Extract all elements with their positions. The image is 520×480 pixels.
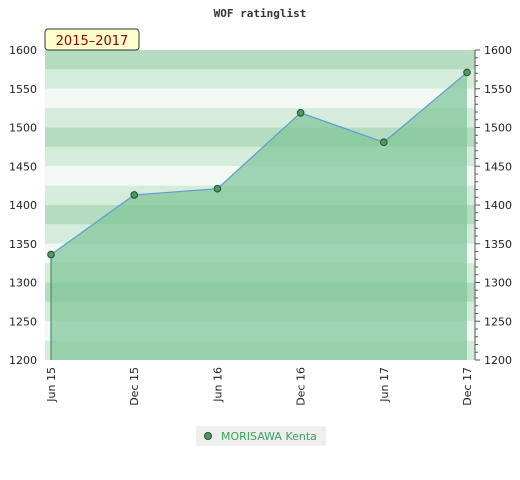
data-point xyxy=(463,68,471,77)
y-tick-label-right: 1550 xyxy=(484,83,512,96)
background-band xyxy=(45,69,475,89)
y-axis-left: 1200 1250 1300 1350 1400 1450 1500 1550 1600 xyxy=(9,44,37,367)
y-tick-label-left: 1450 xyxy=(9,160,37,173)
background-band xyxy=(45,88,475,109)
y-tick-label-left: 1550 xyxy=(9,83,37,96)
legend-label: MORISAWA Kenta xyxy=(221,430,317,443)
x-tick-label: Jun 16 xyxy=(211,367,224,403)
y-tick-label-right: 1500 xyxy=(484,122,512,135)
y-tick-label-right: 1350 xyxy=(484,238,512,251)
y-tick-label-left: 1600 xyxy=(9,44,37,57)
data-point xyxy=(47,250,55,259)
background-band xyxy=(45,108,475,128)
area-layer xyxy=(50,72,468,360)
x-tick-label: Jun 17 xyxy=(378,367,391,403)
y-tick-label-left: 1300 xyxy=(9,277,37,290)
period-badge-box xyxy=(44,28,140,51)
x-tick-label: Dec 15 xyxy=(128,367,141,406)
x-tick-label: Dec 17 xyxy=(461,367,474,406)
series-line xyxy=(50,72,468,256)
period-badge: 2015–2017 xyxy=(44,28,140,51)
data-point xyxy=(296,108,305,117)
y-tick-label-right: 1200 xyxy=(484,354,512,367)
data-point xyxy=(380,138,388,147)
background-band xyxy=(45,50,475,70)
x-axis: Jun 15 Dec 15 Jun 16 Dec 16 Jun 17 Dec 17 xyxy=(45,367,474,406)
y-tick-label-right: 1600 xyxy=(484,44,512,57)
y-tick-label-left: 1400 xyxy=(9,199,37,212)
y-tick-label-right: 1250 xyxy=(484,315,512,328)
data-point xyxy=(130,191,138,199)
data-points xyxy=(47,68,471,259)
y-tick-label-left: 1250 xyxy=(9,315,37,328)
y-tick-label-right: 1400 xyxy=(484,199,512,212)
x-tick-label: Jun 15 xyxy=(45,367,58,403)
period-badge-text: 2015–2017 xyxy=(56,34,129,49)
y-axis-right: 1200 1250 1300 1350 1400 1450 1500 1550 1600 xyxy=(474,44,512,367)
series-area xyxy=(51,72,467,360)
chart-title: WOF ratinglist xyxy=(214,7,307,20)
data-point xyxy=(213,184,222,193)
y-tick-label-right: 1450 xyxy=(484,160,512,173)
y-tick-label-right: 1300 xyxy=(484,277,512,290)
y-tick-label-left: 1200 xyxy=(9,354,37,367)
y-tick-label-left: 1350 xyxy=(9,238,37,251)
legend: MORISAWA Kenta xyxy=(196,426,326,446)
legend-box xyxy=(196,426,326,446)
x-tick-label: Dec 16 xyxy=(295,367,308,406)
legend-marker xyxy=(204,432,212,440)
y-tick-label-left: 1500 xyxy=(9,122,37,135)
